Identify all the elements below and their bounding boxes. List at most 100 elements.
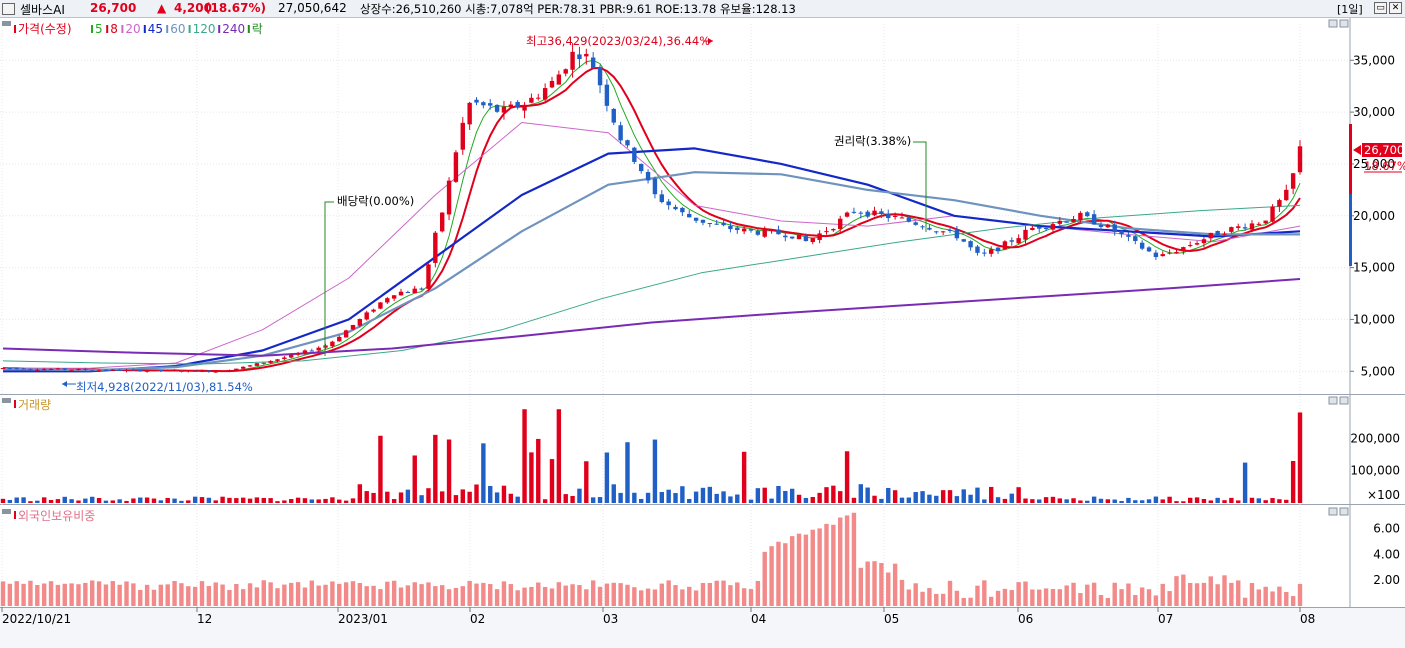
foreign-bar — [1208, 576, 1213, 606]
x-tick-label: 2023/01 — [338, 612, 388, 626]
candle-body — [1249, 223, 1255, 230]
candle-body — [96, 370, 102, 372]
volume-bar — [282, 500, 287, 503]
foreign-bar — [21, 583, 26, 606]
foreign-bar — [247, 583, 253, 606]
candle-body — [439, 212, 445, 232]
candle-body — [666, 201, 671, 206]
foreign-bar — [227, 589, 232, 606]
volume-bar — [1263, 500, 1268, 503]
candle-body — [700, 219, 706, 223]
volume-bar — [1208, 500, 1213, 503]
volume-bar — [577, 488, 582, 503]
volume-bar — [309, 499, 315, 503]
candle-body — [1023, 229, 1028, 240]
candle-body — [618, 125, 623, 141]
candle-body — [1194, 243, 1200, 245]
foreign-bar — [1105, 597, 1111, 606]
volume-bar — [1284, 499, 1289, 503]
candle-body — [199, 370, 205, 372]
legend-swatch — [91, 25, 93, 33]
candle-body — [433, 232, 438, 263]
close-icon[interactable]: ✕ — [1389, 2, 1402, 14]
foreign-bar — [1263, 586, 1268, 606]
candle-body — [247, 365, 253, 367]
foreign-bar — [28, 580, 33, 606]
candle-body — [604, 84, 610, 106]
candle-body — [62, 368, 67, 370]
foreign-bar — [398, 587, 404, 606]
foreign-bar — [357, 583, 363, 606]
foreign-bar — [1188, 582, 1193, 606]
stock-name[interactable]: 셀바스AI — [20, 3, 65, 17]
candle-body — [886, 213, 891, 219]
candle-body — [398, 291, 404, 296]
candle-body — [803, 236, 809, 242]
foreign-bar — [282, 584, 287, 606]
volume-bar — [1181, 501, 1186, 503]
legend-swatch — [14, 25, 16, 33]
candle-body — [1078, 212, 1083, 221]
candle-body — [625, 140, 630, 146]
candle-body — [1037, 226, 1042, 229]
x-tick-label: 02 — [470, 612, 485, 626]
candle-body — [138, 369, 143, 372]
candle-body — [1146, 247, 1152, 252]
volume-bar — [1174, 501, 1179, 503]
candle-body — [1270, 206, 1275, 222]
ma-line — [3, 147, 1301, 373]
volume-bar — [213, 500, 218, 503]
volume-bar — [995, 497, 1001, 503]
candle-body — [474, 99, 479, 103]
candle-body — [206, 370, 212, 373]
candle-body — [282, 357, 287, 360]
foreign-bar — [494, 589, 500, 606]
candle-body — [131, 369, 136, 371]
volume-bar — [1229, 497, 1234, 503]
candle-body — [1208, 232, 1213, 239]
volume-bar — [789, 488, 795, 503]
volume-bar — [1023, 498, 1028, 503]
candle-body — [940, 231, 946, 233]
volume-bar — [673, 493, 678, 503]
foreign-bar — [947, 580, 953, 606]
foreign-bar — [584, 589, 589, 606]
legend-swatch — [218, 25, 221, 33]
volume-bar — [446, 439, 452, 503]
restore-icon[interactable]: ▭ — [1374, 2, 1387, 14]
candle-body — [21, 368, 26, 370]
volume-bar — [1236, 500, 1241, 503]
volume-bar — [234, 498, 239, 503]
candle-body — [1002, 241, 1008, 250]
price-change: 4,200 — [174, 1, 212, 15]
y-tick-label: 5,000 — [1361, 364, 1395, 378]
volume-bar — [810, 497, 815, 503]
volume-bar — [419, 495, 424, 503]
candle-body — [988, 249, 994, 254]
foreign-bar — [138, 589, 143, 606]
volume-bar — [1016, 487, 1021, 503]
candle-body — [7, 368, 13, 370]
panel-buttons[interactable] — [1328, 19, 1349, 516]
foreign-bar — [426, 582, 431, 606]
volume-bar — [556, 409, 562, 503]
foreign-bar — [385, 581, 390, 606]
foreign-bar — [632, 587, 637, 606]
volume-bar — [975, 487, 980, 503]
window-icon[interactable] — [2, 3, 15, 15]
volume-bar — [1194, 497, 1200, 503]
volume-bar — [1256, 498, 1262, 503]
foreign-bar — [755, 580, 761, 606]
candle-body — [337, 336, 342, 342]
legend-swatch — [121, 25, 124, 33]
foreign-bar — [851, 512, 857, 606]
foreign-bar — [783, 543, 788, 606]
foreign-bar — [693, 590, 699, 606]
foreign-bar — [240, 589, 246, 606]
volume-bar — [1119, 501, 1124, 503]
legend-label: 락 — [252, 22, 263, 36]
price-change-pct: (18.67%) — [205, 1, 266, 15]
period-button[interactable]: [1일] — [1337, 3, 1363, 16]
volume-bar — [570, 495, 575, 503]
